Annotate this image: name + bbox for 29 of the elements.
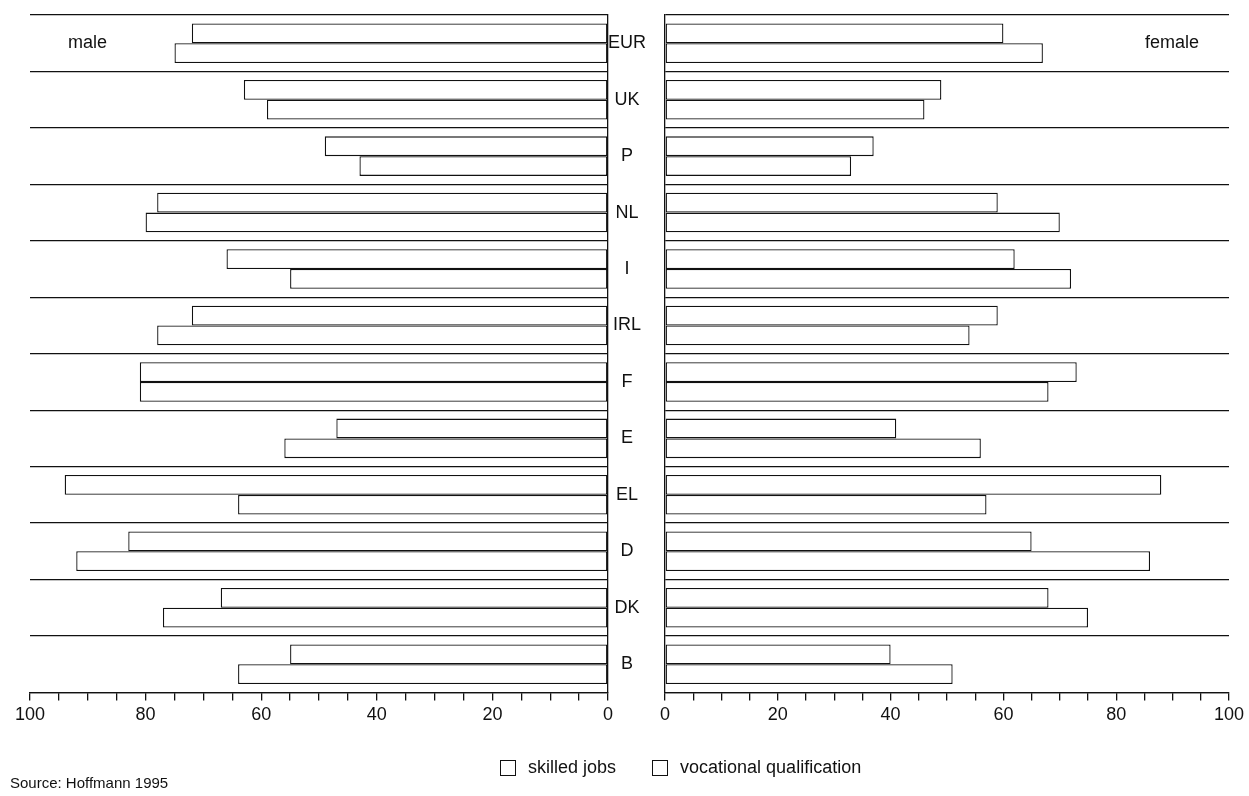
y-tick-label: NL bbox=[615, 201, 639, 222]
y-tick-label: EL bbox=[615, 483, 639, 504]
y-tick-label: I bbox=[624, 257, 630, 278]
y-tick-label: EUR bbox=[607, 32, 647, 53]
y-tick-label: F bbox=[621, 370, 633, 391]
y-tick-label: D bbox=[620, 540, 634, 561]
text: vocational qualification bbox=[680, 757, 862, 778]
x-tick-label: 20 bbox=[767, 704, 788, 725]
y-tick-label: P bbox=[620, 145, 634, 166]
x-tick-label: 80 bbox=[135, 704, 156, 725]
x-tick-label: 60 bbox=[251, 704, 272, 725]
source-note: Source: Hoffmann 1995 bbox=[10, 774, 169, 791]
text: female bbox=[1144, 31, 1199, 52]
y-tick-label: IRL bbox=[612, 314, 642, 335]
x-tick-label: 40 bbox=[880, 704, 901, 725]
x-tick-label: 40 bbox=[366, 704, 387, 725]
x-tick-label: 60 bbox=[993, 704, 1014, 725]
y-tick-label: B bbox=[620, 653, 634, 674]
x-tick-label: 0 bbox=[659, 704, 671, 725]
x-tick-label: 100 bbox=[1213, 704, 1245, 725]
x-tick-label: 100 bbox=[14, 704, 46, 725]
y-tick-label: UK bbox=[614, 88, 640, 109]
y-tick-label: DK bbox=[614, 596, 640, 617]
x-tick-label: 20 bbox=[482, 704, 503, 725]
text: male bbox=[68, 31, 108, 52]
x-tick-label: 0 bbox=[602, 704, 614, 725]
x-tick-label: 80 bbox=[1106, 704, 1127, 725]
text: skilled jobs bbox=[528, 757, 617, 778]
y-tick-label: E bbox=[620, 427, 634, 448]
